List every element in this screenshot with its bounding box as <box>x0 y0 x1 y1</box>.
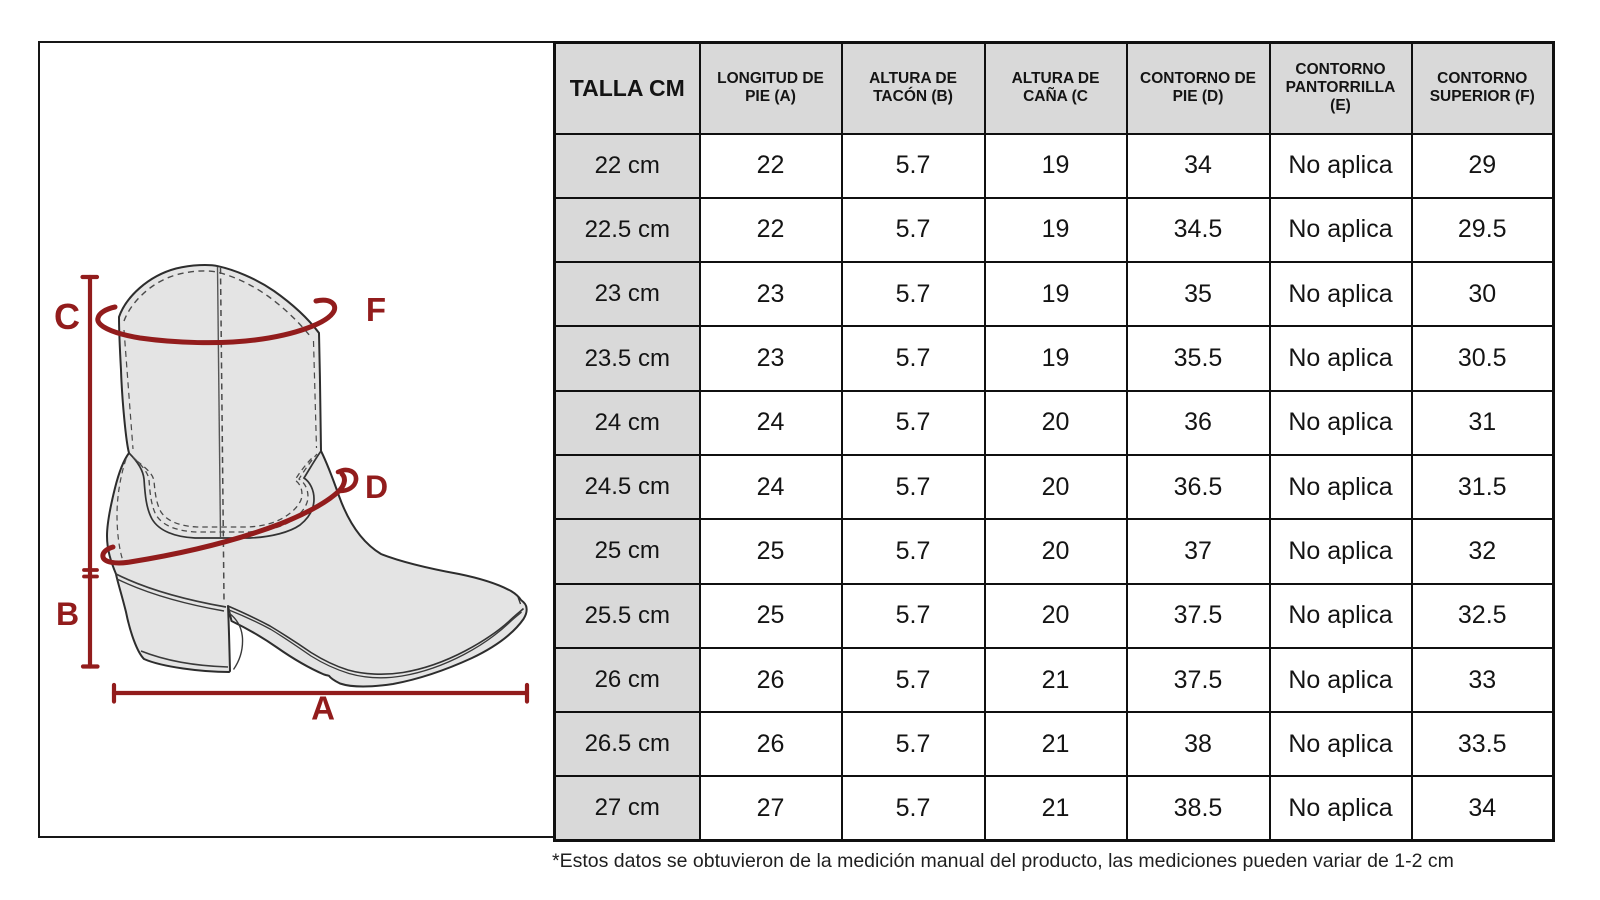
svg-text:B: B <box>56 596 79 632</box>
svg-text:C: C <box>54 296 80 337</box>
svg-text:F: F <box>366 291 386 328</box>
svg-text:D: D <box>365 469 388 505</box>
svg-text:A: A <box>311 690 335 727</box>
